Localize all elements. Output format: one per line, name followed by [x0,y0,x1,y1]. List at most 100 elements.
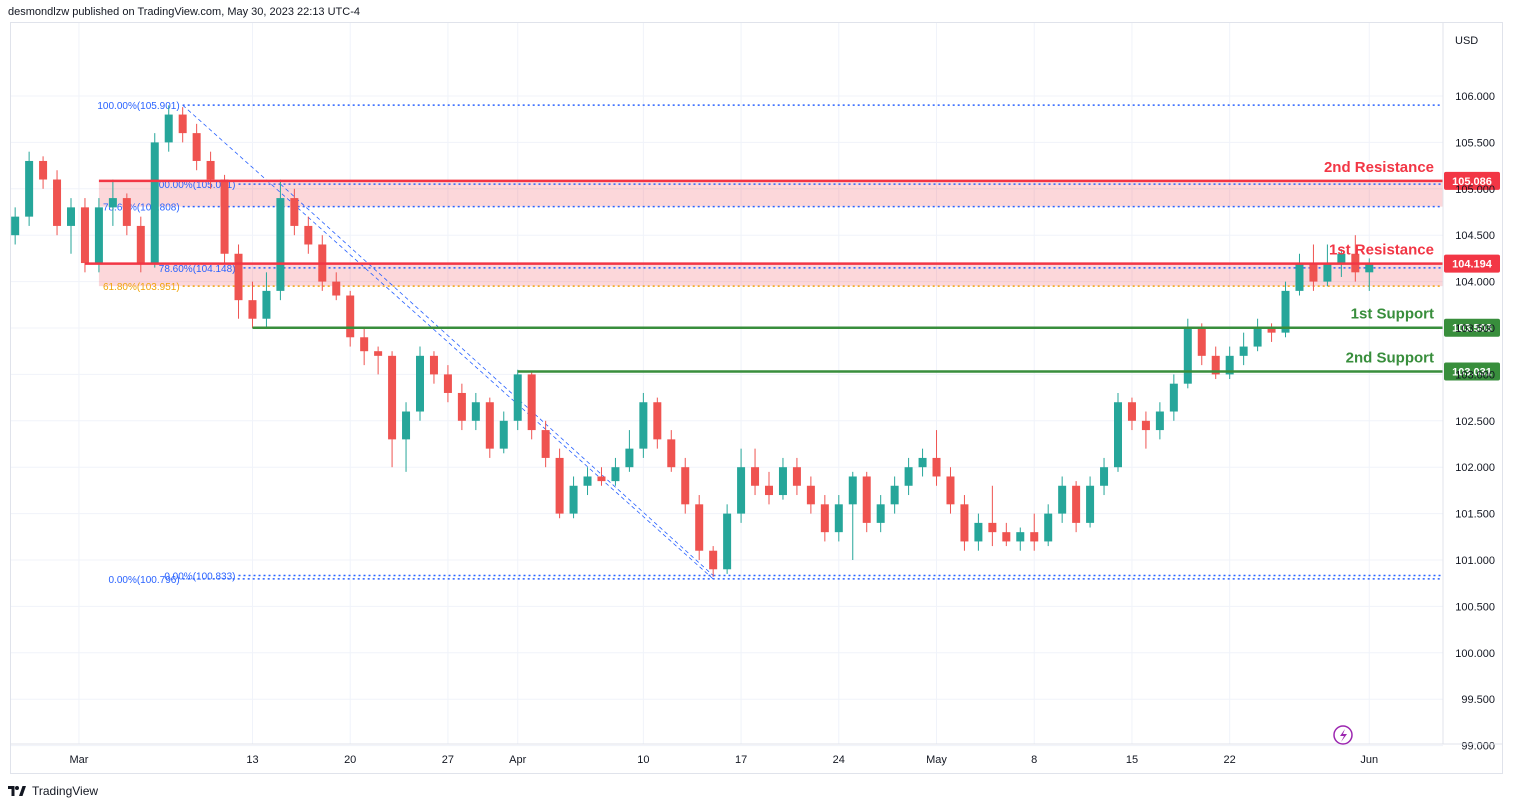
candle-body [416,355,424,412]
candle-body [1197,328,1206,356]
candle-body [471,402,480,421]
time-tick-label: Jun [1360,754,1378,766]
time-tick-label: 13 [246,754,258,766]
candle-body [848,476,857,505]
price-tick-label: 100.500 [1455,601,1495,613]
price-tag-label: 103.031 [1452,367,1492,379]
candle-body [53,179,62,226]
time-tick-label: 24 [833,754,845,766]
candle-body [862,476,871,523]
fib-level-label: 100.00%(105.051) [153,180,235,191]
candle-body [67,207,75,226]
candle-body [388,355,397,440]
candle-body [332,281,341,296]
tradingview-footer[interactable]: TradingView [8,784,98,798]
lightning-icon[interactable] [1333,725,1353,745]
candle-body [360,337,369,352]
candle-body [80,207,89,264]
candle-body [1183,328,1192,384]
candle-body [681,467,690,505]
price-tick-label: 105.500 [1455,137,1495,149]
time-tick-label: 10 [637,754,649,766]
grid [11,23,1443,747]
level-name: 1st Resistance [1329,242,1434,259]
tradingview-brand: TradingView [32,784,99,798]
candle-body [946,476,955,505]
support-resistance-levels: 2nd Resistance 105.086 1st Resistance 104.1… [84,159,1500,381]
price-tick-label: 104.000 [1455,277,1495,289]
candle-body [1211,355,1220,375]
candle-body [583,476,592,486]
price-tick-label: 101.000 [1455,555,1495,567]
candle-body [597,476,606,482]
time-tick-label: 8 [1031,754,1037,766]
candle-body [276,198,285,291]
candle-body [39,160,48,180]
fib-trend-line [280,183,714,576]
price-tick-label: 100.000 [1455,648,1495,660]
candle-body [834,504,843,533]
candle-body [904,467,913,486]
chart-frame [10,22,1503,774]
time-axis: Mar 13 20 27 Apr 10 17 24 May 8 15 22 Jun [11,743,1503,766]
candle-body [918,457,927,468]
price-tag-label: 103.503 [1452,323,1492,335]
price-tag-label: 104.194 [1452,259,1493,271]
candle-body [639,402,648,449]
candle-body [960,504,969,542]
candle-body [1030,532,1039,542]
candle-body [1309,263,1318,282]
price-tag [1444,254,1500,273]
candle-body [1086,485,1095,523]
price-tag [1444,318,1500,337]
resistance-zone [98,180,1443,207]
candle-body [248,300,257,319]
candle-body [1127,402,1136,421]
candles [11,105,1374,577]
price-tick-label: 99.000 [1461,741,1495,753]
fib-level-label: 0.00%(100.833) [164,571,235,582]
candle-body [1169,383,1178,412]
time-tick-label: May [926,754,947,766]
fib-level-label: 0.00%(100.796) [109,575,180,586]
currency-label: USD [1455,35,1478,47]
time-tick-label: 20 [344,754,356,766]
price-tick-label: 99.500 [1461,694,1495,706]
fibonacci-levels: 100.00%(105.901) 100.00%(105.051) 78.60%(1… [97,101,1443,586]
price-tick-label: 103.500 [1455,323,1495,335]
candle-body [346,295,355,338]
candle-body [499,420,508,449]
candle-body [695,504,704,551]
price-tick-label: 105.000 [1455,184,1495,196]
candle-body [1141,420,1150,431]
candle-body [402,411,411,440]
publisher-line: desmondlzw published on TradingView.com,… [8,6,360,18]
candle-body [122,198,131,226]
candle-body [1016,532,1025,542]
price-axis: 99.000 99.500 100.000 100.500 101.000 101.500… [1442,23,1495,753]
candle-body [778,467,787,496]
fib-level-label: 100.00%(105.901) [97,101,179,112]
candle-body [164,114,173,143]
price-tag [1444,171,1500,190]
level-name: 1st Support [1351,306,1434,323]
candle-body [304,225,313,245]
candle-body [1155,411,1164,431]
candle-body [485,402,494,449]
price-tick-label: 101.500 [1455,509,1495,521]
candle-body [1253,328,1262,347]
candle-body [443,374,452,393]
time-tick-label: 17 [735,754,747,766]
candle-body [653,402,662,440]
candle-body [751,467,760,486]
candle-body [974,522,983,542]
candle-body [206,160,215,180]
candle-body [1337,253,1346,264]
candle-body [988,522,997,533]
candle-body [1072,485,1081,523]
candle-body [136,225,145,264]
candle-body [1267,328,1276,333]
candle-body [709,550,718,570]
candle-body [429,355,438,375]
